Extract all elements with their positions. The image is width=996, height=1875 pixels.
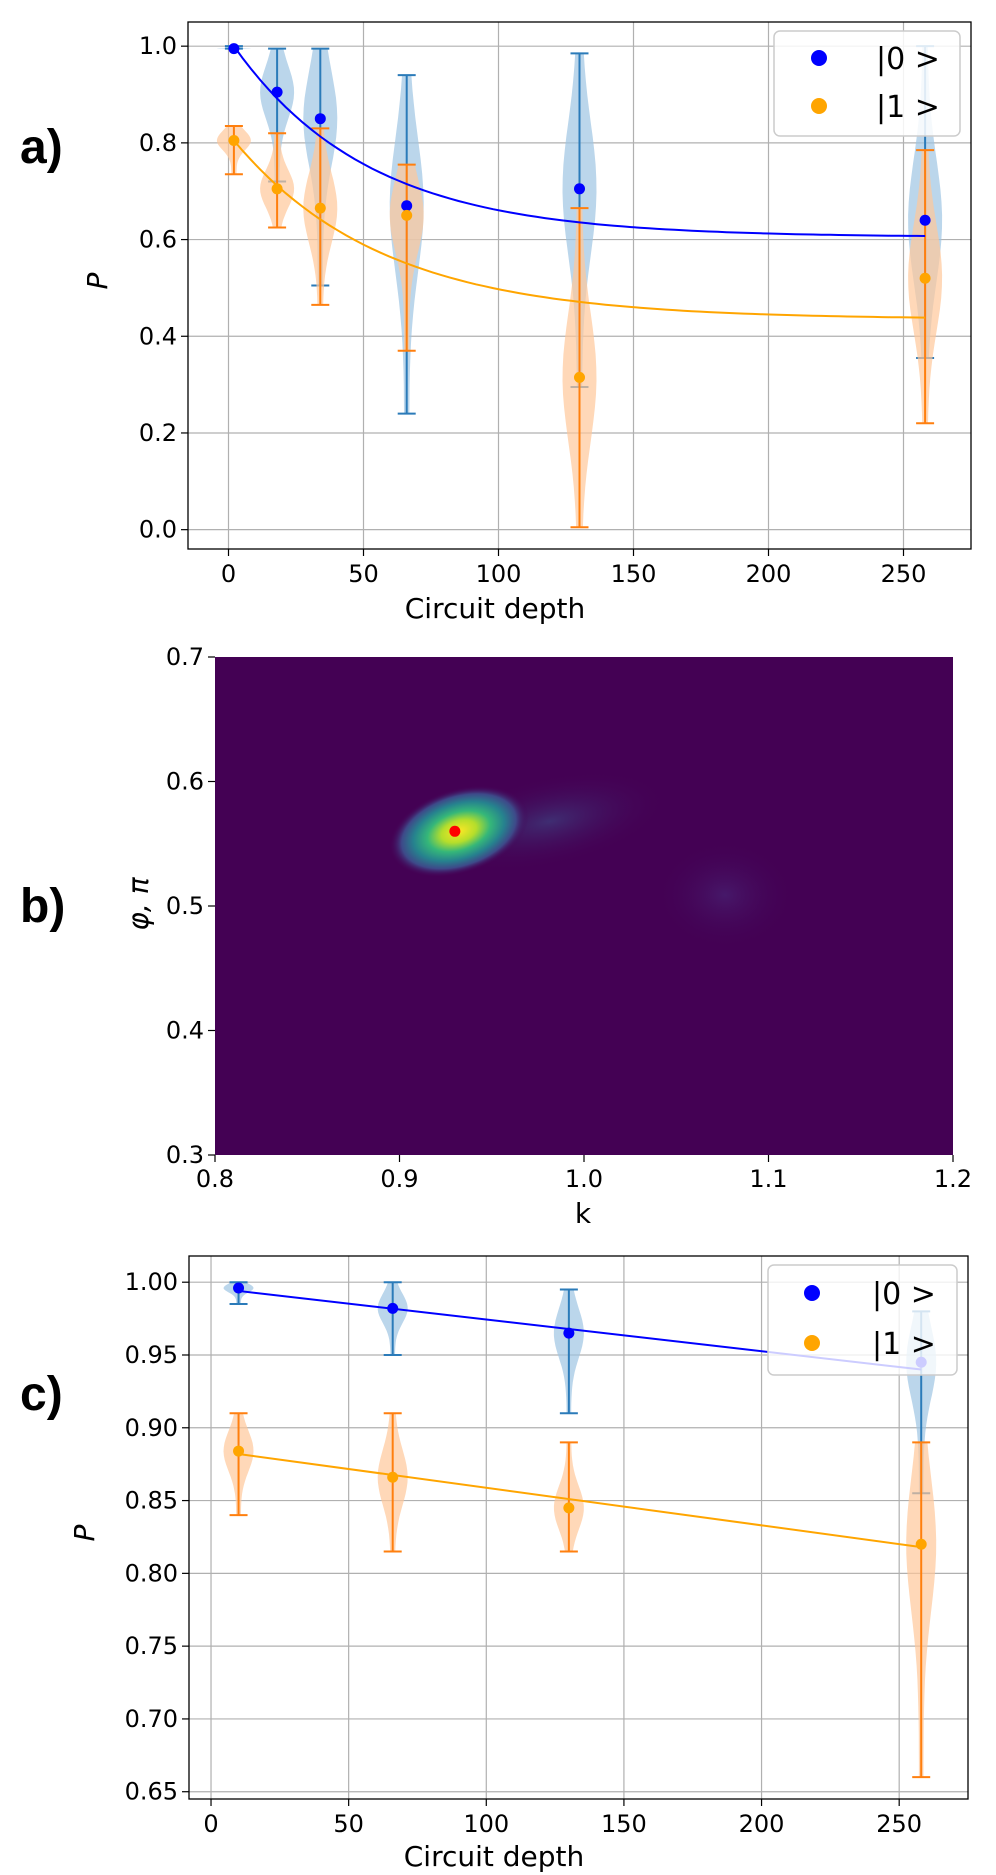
heatmap-hotspots	[389, 770, 795, 950]
panel-a-legend-label-0: |0 >	[876, 42, 940, 77]
y-tick-label: 0.85	[125, 1487, 178, 1515]
x-tick-label: 250	[881, 560, 927, 588]
data-point-1	[915, 1538, 927, 1550]
x-tick-label: 0.9	[380, 1165, 418, 1193]
panel-a-fit-curves	[233, 45, 926, 319]
x-tick-label: 0	[221, 560, 236, 588]
panel-c-ticks: 0 50 100 150 200 250 0.65 0.70 0.75 0.80 0.85 0.90 0…	[125, 1268, 923, 1838]
data-point-1	[919, 272, 931, 284]
y-tick-label: 0.2	[139, 419, 177, 447]
panel-a-legend-label-1: |1 >	[876, 90, 940, 125]
y-tick-label: 0.65	[125, 1778, 178, 1806]
y-tick-label: 1.00	[125, 1268, 178, 1296]
panel-c-xlabel: Circuit depth	[404, 1840, 585, 1873]
x-tick-label: 1.2	[934, 1165, 972, 1193]
data-point-1	[233, 1445, 245, 1457]
x-tick-label: 100	[463, 1810, 509, 1838]
panel-b-ylabel: φ, π	[122, 876, 155, 930]
heatmap-background	[215, 657, 953, 1155]
x-tick-label: 1.0	[565, 1165, 603, 1193]
panel-b: b) φ, π k 0.8 0.9 1.0 1.1 1.2 0.3 0.4 0.5 0.6 0.7	[20, 643, 972, 1230]
x-tick-label: 200	[746, 560, 792, 588]
y-tick-label: 0.3	[166, 1141, 204, 1169]
panel-c-legend-marker-0	[804, 1285, 820, 1301]
data-point-0	[574, 183, 585, 195]
y-tick-label: 0.95	[125, 1341, 178, 1369]
heatmap-faint-region	[655, 840, 795, 950]
data-point-0	[401, 200, 413, 212]
x-tick-label: 0.8	[196, 1165, 234, 1193]
panel-a-frame	[187, 21, 972, 550]
panel-c-label: c)	[20, 1368, 63, 1421]
x-tick-label: 200	[739, 1810, 785, 1838]
fit-line-1	[238, 1452, 922, 1549]
data-point-0	[314, 113, 326, 125]
panel-c-ylabel: P	[68, 1524, 101, 1541]
panel-c-legend-label-0: |0 >	[872, 1277, 936, 1312]
panel-a: a) P Circuit depth 0 50 100 150 200 250 0.0 0.2…	[20, 21, 972, 625]
data-point-1	[401, 209, 413, 221]
data-point-1	[228, 134, 240, 146]
x-tick-label: 250	[876, 1810, 922, 1838]
panel-a-ticks: 0 50 100 150 200 250 0.0 0.2 0.4 0.6 0.8 1.0	[139, 32, 927, 588]
panel-a-legend-marker-1	[811, 98, 827, 114]
data-point-1	[314, 202, 326, 214]
panel-c: c) P Circuit depth 0 50 100 150 200 250 0.65 0.…	[20, 1255, 969, 1873]
data-point-1	[574, 371, 585, 383]
panel-a-legend-marker-0	[811, 50, 827, 66]
panel-a-violins	[216, 45, 943, 529]
x-tick-label: 150	[601, 1810, 647, 1838]
y-tick-label: 0.90	[125, 1414, 178, 1442]
panel-c-legend-marker-1	[804, 1335, 820, 1351]
data-point-0	[387, 1302, 399, 1314]
y-tick-label: 0.7	[166, 643, 204, 671]
data-point-1	[387, 1471, 399, 1483]
data-point-0	[233, 1282, 245, 1294]
panel-a-ylabel: P	[81, 272, 114, 289]
y-tick-label: 0.75	[125, 1632, 178, 1660]
fit-line-0	[233, 45, 926, 237]
panel-a-xlabel: Circuit depth	[405, 592, 586, 625]
data-point-0	[228, 43, 240, 55]
y-tick-label: 1.0	[139, 32, 177, 60]
y-tick-label: 0.4	[166, 1017, 204, 1045]
panel-a-points	[228, 43, 931, 383]
panel-a-legend: |0 > |1 >	[773, 30, 961, 137]
y-tick-label: 0.8	[139, 129, 177, 157]
panel-b-label: b)	[20, 880, 65, 933]
x-tick-label: 50	[333, 1810, 364, 1838]
y-tick-label: 0.70	[125, 1705, 178, 1733]
panel-c-legend-label-1: |1 >	[872, 1327, 936, 1362]
y-tick-label: 0.6	[166, 768, 204, 796]
panel-b-ticks: 0.8 0.9 1.0 1.1 1.2 0.3 0.4 0.5 0.6 0.7	[166, 643, 972, 1193]
panel-c-legend: |0 > |1 >	[767, 1264, 958, 1376]
data-point-0	[271, 86, 283, 98]
y-tick-label: 0.5	[166, 892, 204, 920]
y-tick-label: 0.80	[125, 1559, 178, 1587]
data-point-0	[563, 1327, 575, 1339]
panel-c-frame	[188, 1255, 969, 1800]
data-point-1	[563, 1502, 575, 1514]
fit-line-1	[233, 139, 926, 319]
data-point-1	[271, 183, 283, 195]
x-tick-label: 0	[203, 1810, 218, 1838]
y-tick-label: 0.6	[139, 226, 177, 254]
y-tick-label: 0.4	[139, 322, 177, 350]
panel-b-xlabel: k	[575, 1197, 592, 1230]
y-tick-label: 0.0	[139, 516, 177, 544]
heatmap-peak-point	[449, 825, 461, 837]
x-tick-label: 100	[476, 560, 522, 588]
data-point-0	[919, 214, 931, 226]
x-tick-label: 1.1	[749, 1165, 787, 1193]
x-tick-label: 150	[611, 560, 657, 588]
x-tick-label: 50	[348, 560, 379, 588]
panel-a-label: a)	[20, 121, 63, 174]
